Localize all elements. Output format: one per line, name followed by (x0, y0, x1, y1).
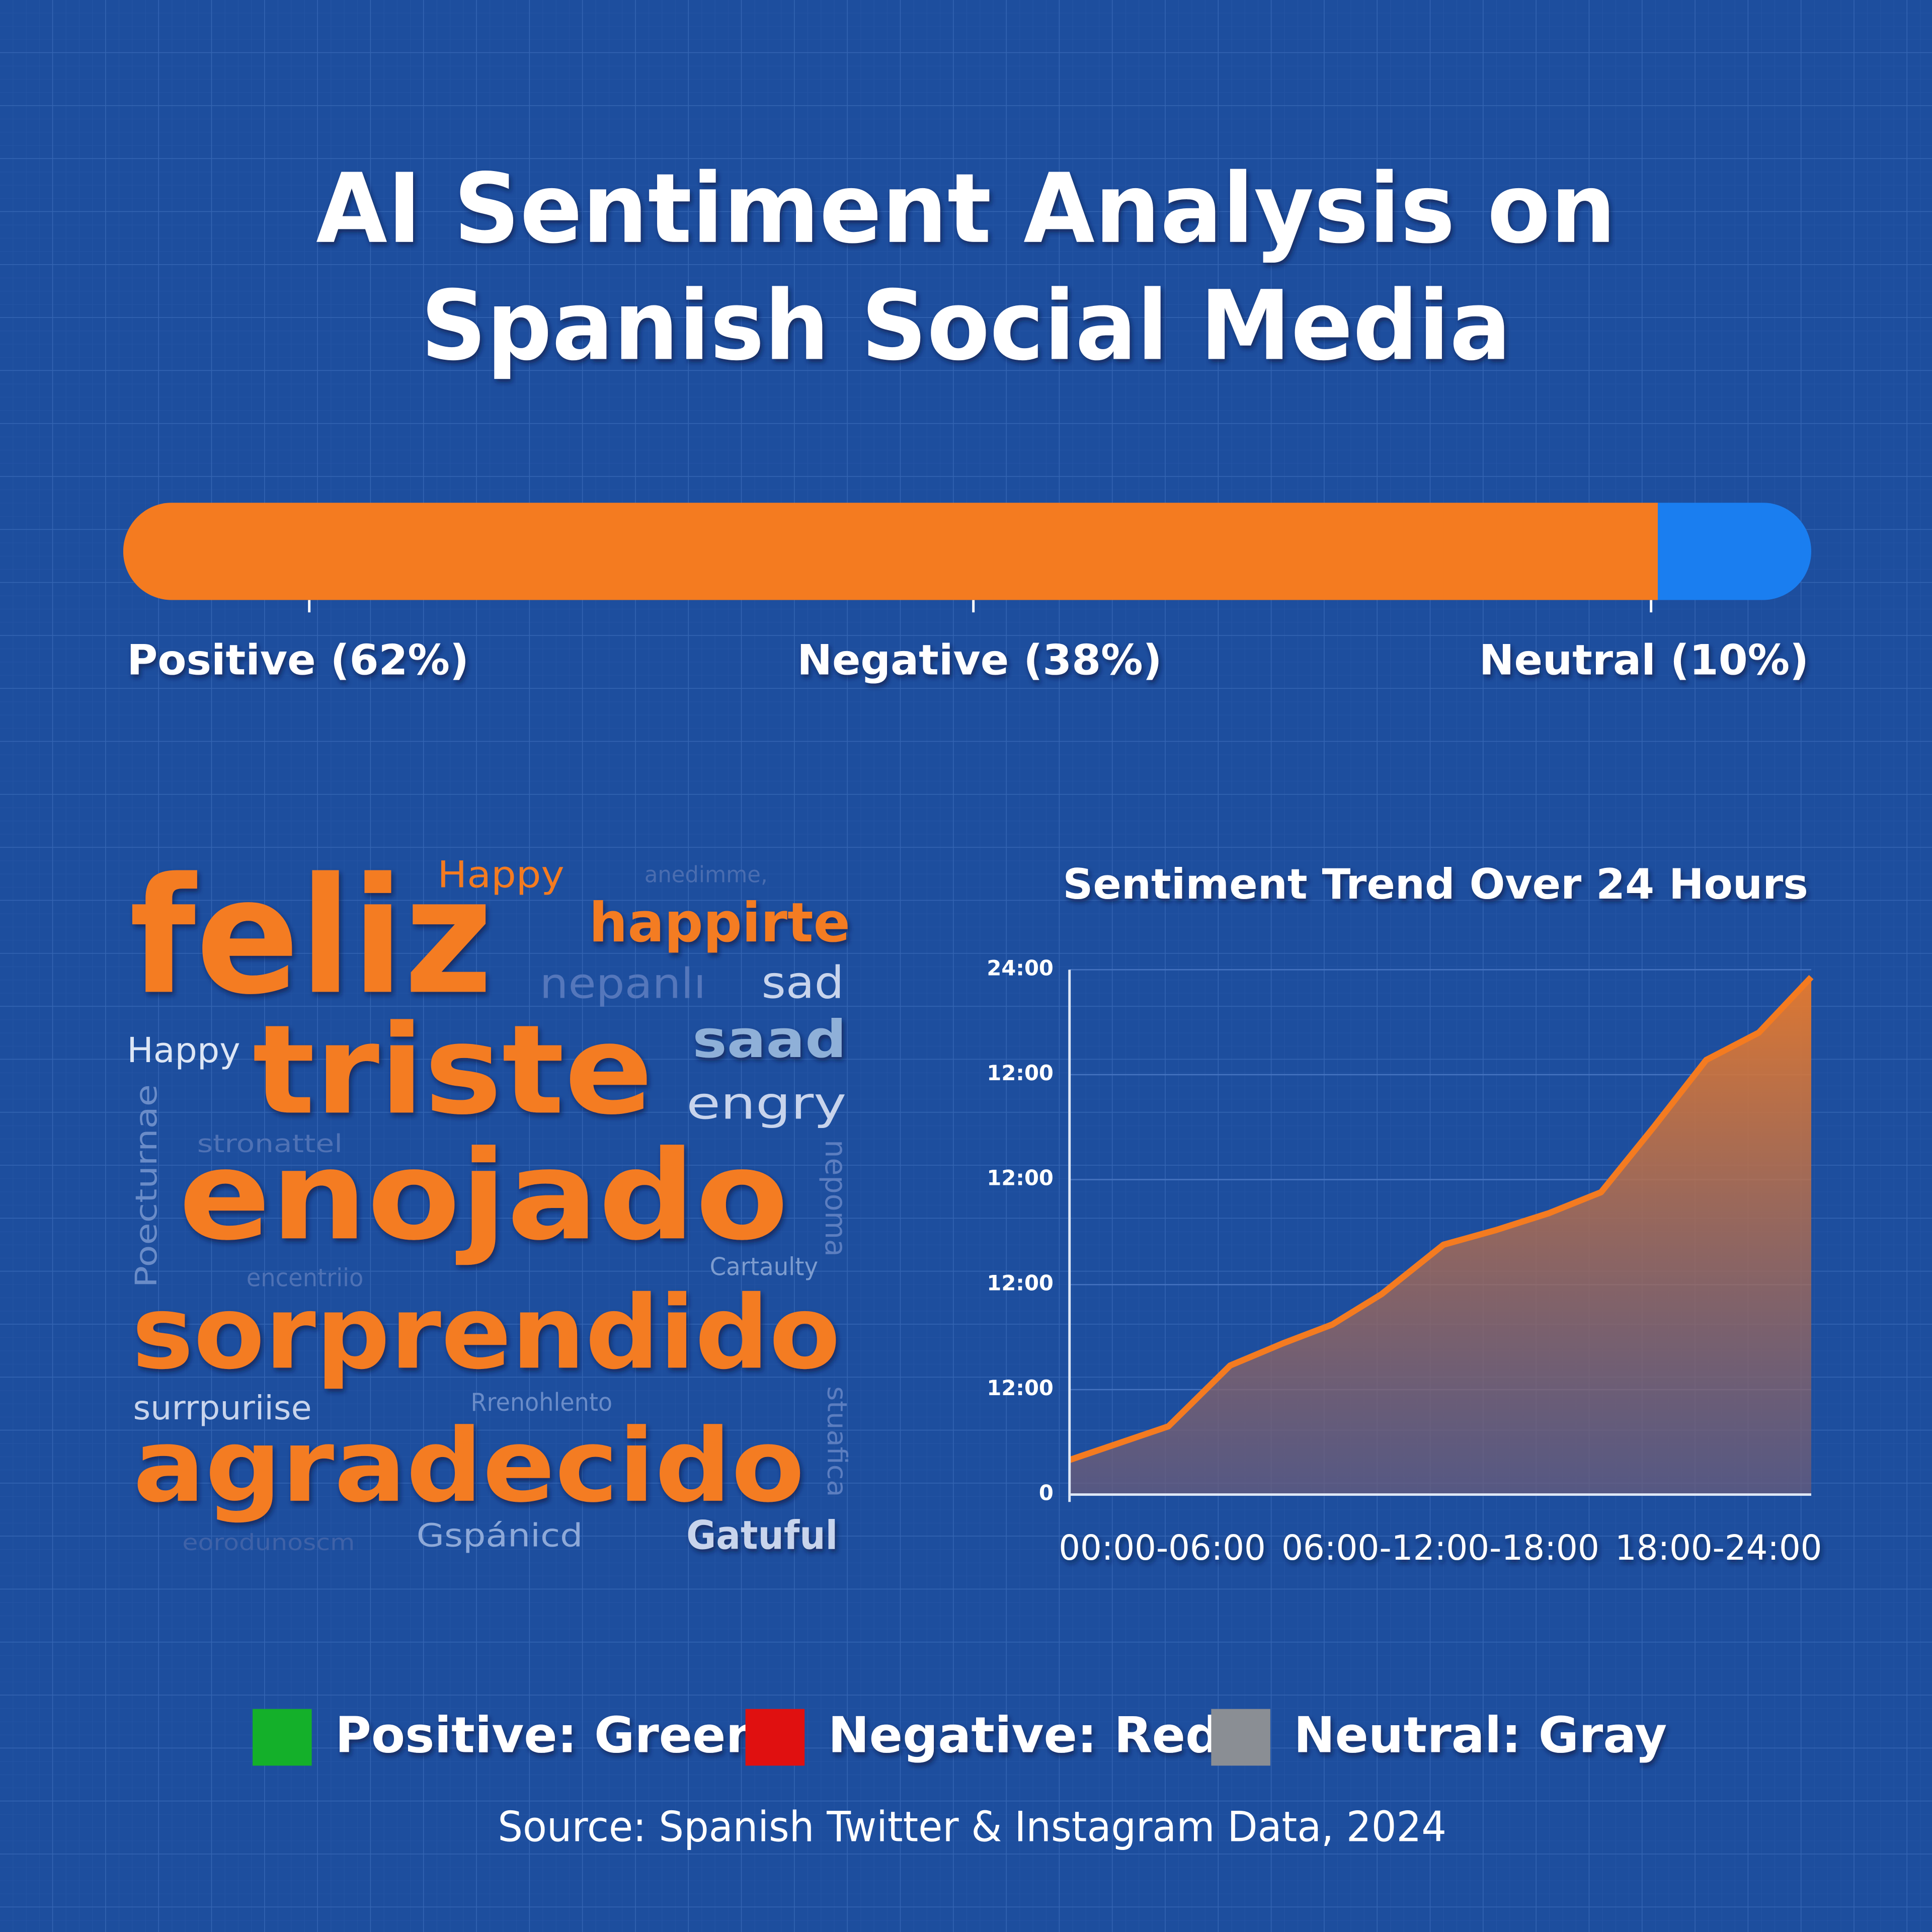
cloud-word: stuafica (822, 1386, 853, 1497)
cloud-word: Poecturnae (129, 1084, 164, 1287)
cloud-word: Rrenohlento (471, 1388, 613, 1417)
segment-label: Negative (38%) (797, 635, 1162, 684)
cloud-word: happirte (589, 892, 850, 954)
cloud-word: Happy (127, 1030, 240, 1071)
title: AI Sentiment Analysis on (316, 153, 1616, 265)
chart-title: Sentiment Trend Over 24 Hours (1063, 860, 1808, 909)
y-tick-label: 24:00 (987, 955, 1054, 980)
cloud-word: Gatuful (686, 1512, 838, 1558)
segment-label: Neutral (10%) (1479, 635, 1809, 684)
cloud-word: anedimme, (645, 862, 768, 888)
cloud-word: engry (686, 1078, 846, 1130)
cloud-word: Cartaulty (710, 1253, 819, 1281)
bar-segment (1074, 503, 1659, 600)
legend-label: Negative: Red (828, 1707, 1221, 1764)
cloud-word: nepanlı (540, 959, 706, 1008)
cloud-word: surrpuriise (133, 1389, 311, 1427)
x-tick-label: 18:00-24:00 (1615, 1528, 1822, 1568)
cloud-word: Happy (437, 853, 564, 896)
segment-label: Positive (62%) (127, 635, 469, 684)
cloud-word: sorprendido (132, 1274, 840, 1392)
cloud-word: agradecido (133, 1408, 804, 1525)
bar-segment (1657, 503, 1811, 600)
cloud-word: enojado (179, 1124, 788, 1267)
area (1069, 977, 1811, 1495)
y-tick-label: 12:00 (987, 1166, 1054, 1190)
legend-swatch (745, 1709, 805, 1766)
cloud-word: saad (692, 1010, 846, 1070)
legend-swatch (1211, 1709, 1270, 1766)
title: Spanish Social Media (421, 270, 1511, 382)
cloud-word: eorodunoscm (182, 1530, 355, 1556)
y-tick-label: 12:00 (987, 1376, 1054, 1400)
cloud-word: feliz (129, 843, 493, 1030)
cloud-word: sad (761, 957, 844, 1009)
cloud-word: stronattel (197, 1130, 343, 1158)
stacked-bar (123, 503, 1811, 600)
cloud-word: encentriio (247, 1264, 364, 1293)
line (1068, 975, 1814, 1463)
legend-label: Neutral: Gray (1294, 1707, 1667, 1764)
cloud-word: Gspánicd (417, 1517, 583, 1554)
cloud-word: nepoma (819, 1140, 853, 1257)
x-tick-label: 06:00-12:00-18:00 (1281, 1528, 1599, 1568)
y-tick-label: 0 (1039, 1481, 1054, 1505)
y-tick-label: 12:00 (987, 1061, 1054, 1085)
legend-swatch (253, 1709, 312, 1766)
y-tick-label: 12:00 (987, 1270, 1054, 1295)
cloud-word: triste (253, 998, 653, 1142)
x-tick-label: 00:00-06:00 (1059, 1528, 1265, 1568)
source: Source: Spanish Twitter & Instagram Data… (498, 1803, 1446, 1852)
legend-label: Positive: Green (335, 1707, 761, 1764)
bar-segment (123, 503, 1076, 600)
